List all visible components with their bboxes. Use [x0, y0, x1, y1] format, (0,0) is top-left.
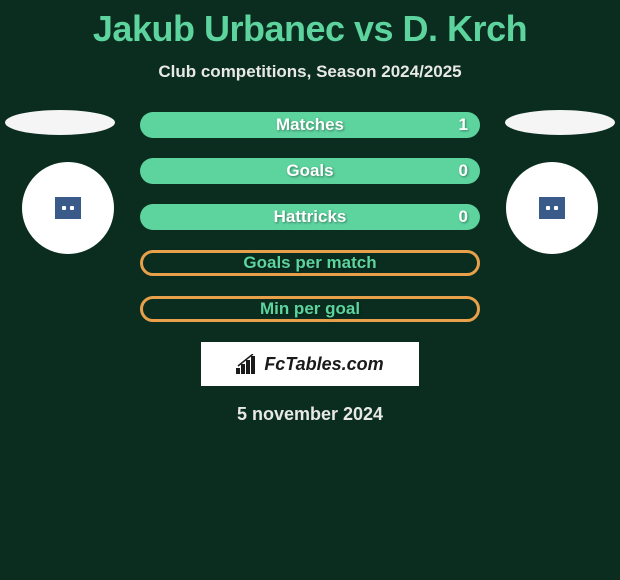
date-text: 5 november 2024 — [0, 404, 620, 425]
page-title: Jakub Urbanec vs D. Krch — [0, 0, 620, 50]
stat-label: Min per goal — [260, 299, 360, 319]
avatar-placeholder-icon — [55, 197, 81, 219]
stat-label: Goals per match — [243, 253, 376, 273]
stat-row-min-per-goal: Min per goal — [140, 296, 480, 322]
stat-value-right: 1 — [459, 115, 468, 135]
left-player-avatar — [22, 162, 114, 254]
stat-value-right: 0 — [459, 161, 468, 181]
left-oval-decoration — [5, 110, 115, 135]
brand-chart-icon — [236, 354, 258, 374]
stat-row-hattricks: Hattricks 0 — [140, 204, 480, 230]
stat-label: Matches — [276, 115, 344, 135]
stat-row-matches: Matches 1 — [140, 112, 480, 138]
stat-label: Goals — [286, 161, 333, 181]
stat-row-goals-per-match: Goals per match — [140, 250, 480, 276]
brand-attribution: FcTables.com — [201, 342, 419, 386]
stats-list: Matches 1 Goals 0 Hattricks 0 Goals per … — [140, 112, 480, 322]
right-oval-decoration — [505, 110, 615, 135]
avatar-placeholder-icon — [539, 197, 565, 219]
brand-name: FcTables.com — [264, 354, 383, 375]
subtitle: Club competitions, Season 2024/2025 — [0, 62, 620, 82]
stat-row-goals: Goals 0 — [140, 158, 480, 184]
stat-value-right: 0 — [459, 207, 468, 227]
right-player-avatar — [506, 162, 598, 254]
comparison-content: Matches 1 Goals 0 Hattricks 0 Goals per … — [0, 112, 620, 425]
stat-label: Hattricks — [274, 207, 347, 227]
